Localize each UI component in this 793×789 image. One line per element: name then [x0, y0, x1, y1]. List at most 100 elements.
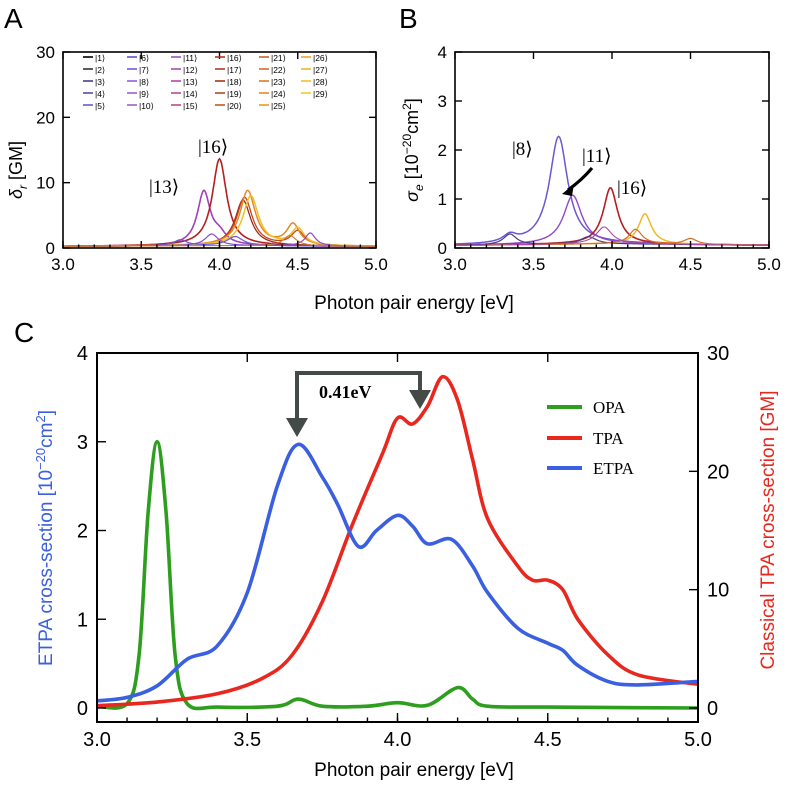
panel-c-xtick-label: 5.0	[684, 729, 712, 751]
panel-a-ylabel-sub: r	[16, 184, 30, 189]
panel-b-ylabel-exp: −20	[400, 134, 414, 155]
panel-b-ylabel: σe [10−20cm2]	[400, 98, 426, 202]
panel-c-legend: OPA TPA ETPA	[547, 398, 635, 478]
panel-a-legend-label: |27⟩	[313, 65, 328, 75]
panel-c-series-etpa	[96, 442, 699, 703]
panel-a-ytick-label: 10	[36, 174, 55, 193]
panel-b-ylabel-sub: e	[412, 184, 426, 191]
panel-c-left-ylabel-end: ]	[36, 410, 57, 415]
panel-c-series-tpa	[96, 374, 699, 708]
panel-letter-a: A	[4, 3, 23, 34]
panel-a-legend-label: |9⟩	[139, 89, 149, 99]
panel-c-ytick-right-label: 0	[707, 698, 718, 720]
panel-a-annotation-16: |16⟩	[198, 137, 228, 158]
panel-b-ytick-label: 2	[438, 141, 447, 160]
panel-a-legend-label: |20⟩	[227, 101, 242, 111]
panel-c-ytick-left-label: 4	[77, 343, 88, 365]
panel-a-xtick-label: 4.0	[208, 255, 232, 274]
panel-a-legend-label: |21⟩	[271, 53, 286, 63]
panel-b-frame	[454, 51, 770, 249]
panel-b-ytick-label: 0	[438, 239, 447, 258]
shared-x-axis-label: Photon pair energy [eV]	[314, 293, 514, 314]
panel-a-legend-label: |29⟩	[313, 89, 328, 99]
panel-c-ytick-left-label: 3	[77, 432, 88, 454]
panel-c-ytick-right-label: 10	[707, 580, 729, 602]
panel-c-ytick-left-label: 2	[77, 521, 88, 543]
panel-a-plot-area	[63, 157, 377, 248]
panel-c-x-axis-label: Photon pair energy [eV]	[314, 760, 514, 781]
panel-c: C ETPA cross-section [10−20cm2] Classica…	[14, 317, 779, 781]
panel-c-ytick-left-label: 1	[77, 609, 88, 631]
panel-letter-c: C	[14, 317, 34, 348]
panel-c-plot-area	[96, 374, 699, 711]
panel-a-series-1	[63, 157, 376, 247]
svg-text:σe [10−20cm2]: σe [10−20cm2]	[400, 98, 426, 202]
panel-a-legend: |1⟩ |2⟩ |3⟩ |4⟩ |5⟩ |6⟩ |7⟩ |8⟩ |9⟩ |10⟩ |11⟩ |12⟩ |…	[83, 53, 328, 111]
panel-c-right-ylabel-text: Classical TPA cross-section [GM]	[758, 390, 779, 669]
panel-c-xtick-label: 4.5	[534, 729, 562, 751]
panel-a-legend-label: |7⟩	[139, 65, 149, 75]
panel-a-legend-label: |14⟩	[183, 89, 198, 99]
panel-c-left-ylabel-exp2: 2	[33, 415, 48, 422]
panel-b-ylabel-main: σ	[402, 190, 422, 202]
panel-a-series-0	[63, 189, 376, 248]
panel-b-xtick-label: 5.0	[757, 255, 781, 274]
panel-c-left-ylabel-exp: −20	[33, 448, 48, 470]
panel-a-ylabel: δr [GM]	[6, 141, 30, 199]
panel-a-annotation-13: |13⟩	[149, 177, 179, 198]
panel-a-legend-label: |24⟩	[271, 89, 286, 99]
panel-b-xtick-label: 4.0	[600, 255, 624, 274]
svg-text:δr [GM]: δr [GM]	[6, 141, 30, 199]
shift-label: 0.41eV	[319, 382, 372, 402]
legend-etpa-label: ETPA	[593, 459, 635, 478]
panel-c-left-ylabel-text: ETPA cross-section [10	[36, 470, 57, 666]
panel-a-xtick-label: 3.0	[51, 255, 75, 274]
panel-b-ylabel-end: ]	[402, 98, 422, 103]
panel-a-legend-label: |11⟩	[183, 53, 197, 63]
panel-b-annotation-8: |8⟩	[512, 139, 533, 160]
panel-a-legend-label: |4⟩	[95, 89, 105, 99]
panel-b-annotation-11: |11⟩	[582, 146, 612, 167]
panel-b-ytick-label: 1	[438, 190, 447, 209]
panel-b-xtick-label: 4.5	[679, 255, 703, 274]
panel-b-ticks: 3.0 3.5 4.0 4.5 5.0 0 1 2 3 4	[438, 43, 781, 274]
panel-a-legend-label: |17⟩	[227, 65, 242, 75]
panel-a-legend-label: |6⟩	[139, 53, 149, 63]
panel-a-ytick-label: 0	[46, 239, 55, 258]
panel-c-ytick-right-label: 30	[707, 343, 729, 365]
panel-b-ytick-label: 4	[438, 43, 447, 62]
panel-a-ytick-label: 20	[36, 108, 55, 127]
panel-b-series-6	[454, 226, 769, 246]
panel-a-legend-label: |1⟩	[95, 53, 105, 63]
panel-c-xtick-label: 4.0	[384, 729, 412, 751]
panel-b-arrow-head	[562, 184, 574, 196]
panel-b-ylabel-unit: [10	[402, 154, 422, 184]
panel-a-series-4	[63, 189, 377, 248]
panel-a: A δr [GM] 3.0 3.5 4.0 4.5 5.0 0 10 20 30 |1⟩ |2⟩ |…	[4, 3, 388, 274]
panel-a-legend-label: |2⟩	[95, 65, 105, 75]
panel-a-legend-label: |3⟩	[95, 77, 105, 87]
panel-c-xtick-label: 3.0	[83, 729, 111, 751]
panel-a-xtick-label: 3.5	[129, 255, 153, 274]
panel-a-legend-label: |8⟩	[139, 77, 149, 87]
panel-a-legend-label: |22⟩	[271, 65, 286, 75]
panel-a-xtick-label: 4.5	[286, 255, 310, 274]
panel-a-legend-label: |16⟩	[227, 53, 242, 63]
shift-bracket	[295, 371, 422, 420]
panel-c-left-ylabel-unit: cm	[36, 423, 57, 448]
panel-a-legend-label: |15⟩	[183, 101, 198, 111]
panel-a-ylabel-main: δ	[6, 188, 26, 199]
panel-letter-b: B	[399, 3, 418, 34]
panel-a-legend-label: |18⟩	[227, 77, 242, 87]
panel-c-series-opa	[96, 440, 699, 711]
panel-a-legend-label: |12⟩	[183, 65, 198, 75]
panel-b-plot-area	[454, 135, 770, 247]
panel-c-left-ylabel: ETPA cross-section [10−20cm2]	[33, 410, 57, 666]
panel-a-legend-label: |19⟩	[227, 89, 242, 99]
panel-a-ytick-label: 30	[36, 43, 55, 62]
panel-a-xtick-label: 5.0	[364, 255, 388, 274]
panel-b-ylabel-unit2: cm	[402, 110, 422, 134]
legend-tpa-label: TPA	[593, 429, 624, 448]
